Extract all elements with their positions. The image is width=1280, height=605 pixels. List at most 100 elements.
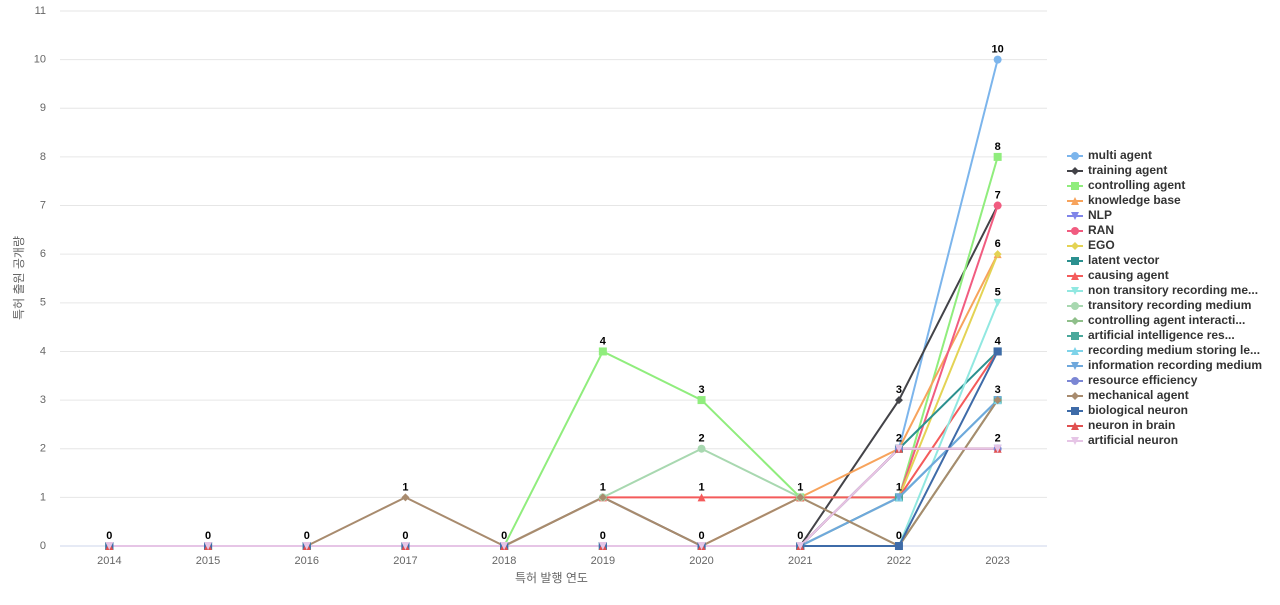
legend-label: non transitory recording me...: [1088, 283, 1258, 297]
legend-label: EGO: [1088, 238, 1115, 252]
point-marker: [993, 250, 1002, 259]
point-marker: [993, 347, 1002, 356]
point-marker: [697, 444, 706, 453]
point-marker: [302, 542, 311, 550]
point-marker: [993, 55, 1002, 64]
series-line: [109, 399, 999, 547]
point-marker: [894, 396, 903, 405]
series-line: [109, 399, 999, 547]
legend-marker: [1071, 407, 1079, 415]
legend-label: neuron in brain: [1088, 418, 1175, 432]
data-label: 1: [698, 481, 704, 493]
legend-marker: [1071, 392, 1079, 400]
legend-marker: [1071, 197, 1079, 205]
data-label: 2: [698, 433, 704, 445]
point-marker: [796, 542, 805, 550]
point-marker: [993, 201, 1002, 210]
y-tick-label: 2: [40, 443, 46, 455]
data-label: 6: [995, 238, 1001, 250]
legend-label: artificial neuron: [1088, 433, 1178, 447]
data-label: 4: [995, 335, 1002, 347]
y-tick-label: 9: [40, 102, 46, 114]
x-tick-label: 2019: [591, 555, 615, 567]
data-label: 1: [402, 481, 408, 493]
point-marker: [993, 152, 1002, 161]
series-line: [109, 205, 999, 547]
x-tick-label: 2023: [985, 555, 1009, 567]
point-marker: [204, 542, 213, 550]
data-label: 3: [995, 384, 1001, 396]
y-tick-label: 10: [34, 54, 46, 66]
legend-label: latent vector: [1088, 253, 1160, 267]
series-line: [109, 302, 999, 547]
legend-label: controlling agent: [1088, 178, 1185, 192]
x-tick-label: 2020: [689, 555, 713, 567]
legend-label: controlling agent interacti...: [1088, 313, 1245, 327]
data-label: 5: [995, 287, 1001, 299]
series-line: [109, 399, 999, 548]
y-tick-label: 8: [40, 151, 46, 163]
data-label: 0: [501, 530, 507, 542]
x-tick-label: 2022: [887, 555, 911, 567]
data-label: 2: [896, 433, 902, 445]
x-axis-title: 특허 발행 연도: [515, 570, 588, 585]
point-marker: [105, 542, 114, 550]
y-tick-label: 1: [40, 491, 46, 503]
point-marker: [993, 396, 1002, 405]
point-marker: [697, 396, 706, 405]
legend-marker: [1071, 182, 1079, 190]
y-tick-label: 0: [40, 540, 46, 552]
series-line: [109, 399, 999, 547]
legend-marker: [1071, 212, 1079, 220]
y-axis-title: 특허 출원 공개량: [12, 236, 26, 320]
data-label: 3: [896, 384, 902, 396]
data-label: 0: [600, 530, 606, 542]
legend-marker: [1071, 332, 1079, 340]
point-marker: [993, 298, 1002, 307]
legend-marker: [1071, 437, 1079, 445]
legend-label: multi agent: [1088, 148, 1152, 162]
y-tick-label: 3: [40, 394, 46, 406]
point-marker: [993, 444, 1002, 453]
legend-label: mechanical agent: [1088, 388, 1189, 402]
legend-label: training agent: [1088, 163, 1167, 177]
legend-label: recording medium storing le...: [1088, 343, 1260, 357]
y-tick-label: 6: [40, 248, 46, 260]
data-label: 2: [995, 433, 1001, 445]
legend-label: knowledge base: [1088, 193, 1181, 207]
legend-marker: [1071, 347, 1079, 355]
x-tick-label: 2014: [97, 555, 121, 567]
y-tick-label: 7: [40, 199, 46, 211]
data-label: 1: [896, 481, 902, 493]
y-tick-label: 4: [40, 345, 46, 357]
data-label: 1: [600, 481, 606, 493]
x-tick-label: 2021: [788, 555, 812, 567]
legend-label: causing agent: [1088, 268, 1169, 282]
series-line: [109, 399, 999, 547]
data-label: 4: [600, 335, 607, 347]
y-tick-label: 11: [35, 5, 46, 17]
series-line: [109, 447, 998, 547]
data-label: 0: [797, 530, 803, 542]
data-label: 0: [205, 530, 211, 542]
data-label: 3: [698, 384, 704, 396]
series-line: [109, 399, 999, 548]
data-label: 0: [304, 530, 310, 542]
data-label: 10: [992, 44, 1004, 56]
point-marker: [894, 444, 903, 453]
data-label: 1: [797, 481, 803, 493]
data-label: 8: [995, 141, 1001, 153]
data-label: 0: [896, 530, 902, 542]
point-marker: [500, 542, 509, 550]
legend-marker: [1071, 422, 1079, 430]
y-tick-label: 5: [40, 297, 46, 309]
point-marker: [598, 347, 607, 356]
x-tick-label: 2018: [492, 555, 516, 567]
point-marker: [598, 542, 607, 550]
x-tick-label: 2016: [295, 555, 319, 567]
legend-marker: [1071, 302, 1079, 310]
legend-marker: [1071, 377, 1079, 385]
x-tick-label: 2015: [196, 555, 220, 567]
legend-label: RAN: [1088, 223, 1114, 237]
